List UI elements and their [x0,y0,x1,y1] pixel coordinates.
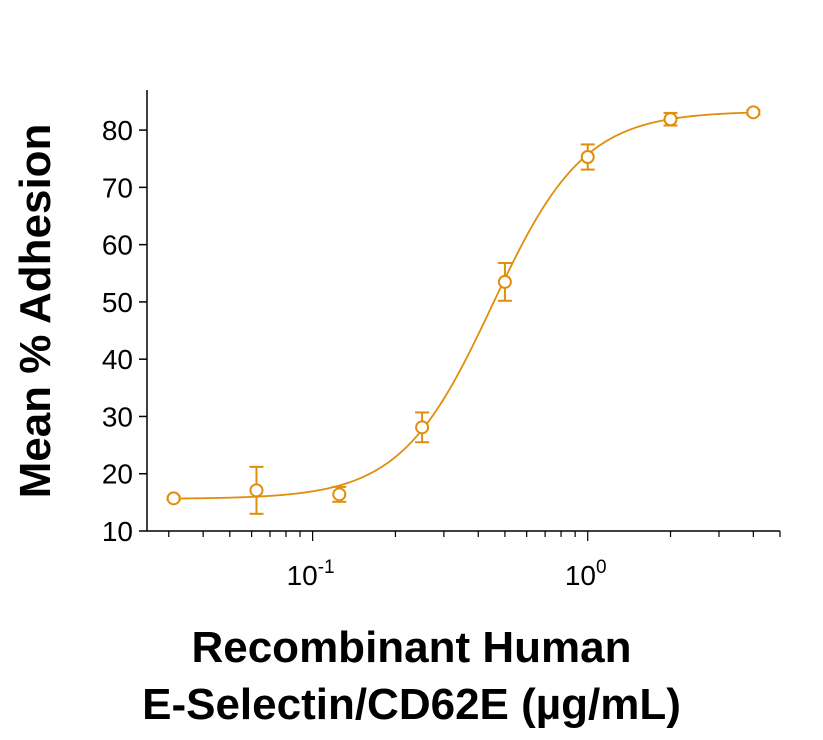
axes: 10 20 30 40 50 60 70 80 10-1 100 [102,90,781,591]
data-point [497,274,512,289]
data-points-group [166,105,761,515]
y-tick-label: 30 [102,401,133,432]
y-tick-label: 60 [102,230,133,261]
y-axis-label: Mean % Adhesion [11,124,60,499]
y-tick-label: 10 [102,516,133,547]
data-point [663,112,678,127]
x-axis-label-line-1: Recombinant Human [191,623,632,672]
data-point [580,150,595,165]
data-point [746,105,761,120]
fit-curve-group [173,111,754,500]
y-tick-label: 40 [102,344,133,375]
fit-curve [173,111,754,500]
data-point [415,420,430,435]
data-point [332,487,347,502]
y-tick-label: 70 [102,172,133,203]
x-tick-label: 10-1 [287,557,335,591]
y-axis-label-group: Mean % Adhesion [11,124,60,499]
y-tick-label: 20 [102,459,133,490]
x-axis-label-line-2: E-Selectin/CD62E (µg/mL) [142,680,681,729]
x-tick-label: 100 [565,557,607,591]
data-point [249,483,264,498]
y-tick-label: 80 [102,115,133,146]
data-point [166,491,181,506]
y-tick-label: 50 [102,287,133,318]
